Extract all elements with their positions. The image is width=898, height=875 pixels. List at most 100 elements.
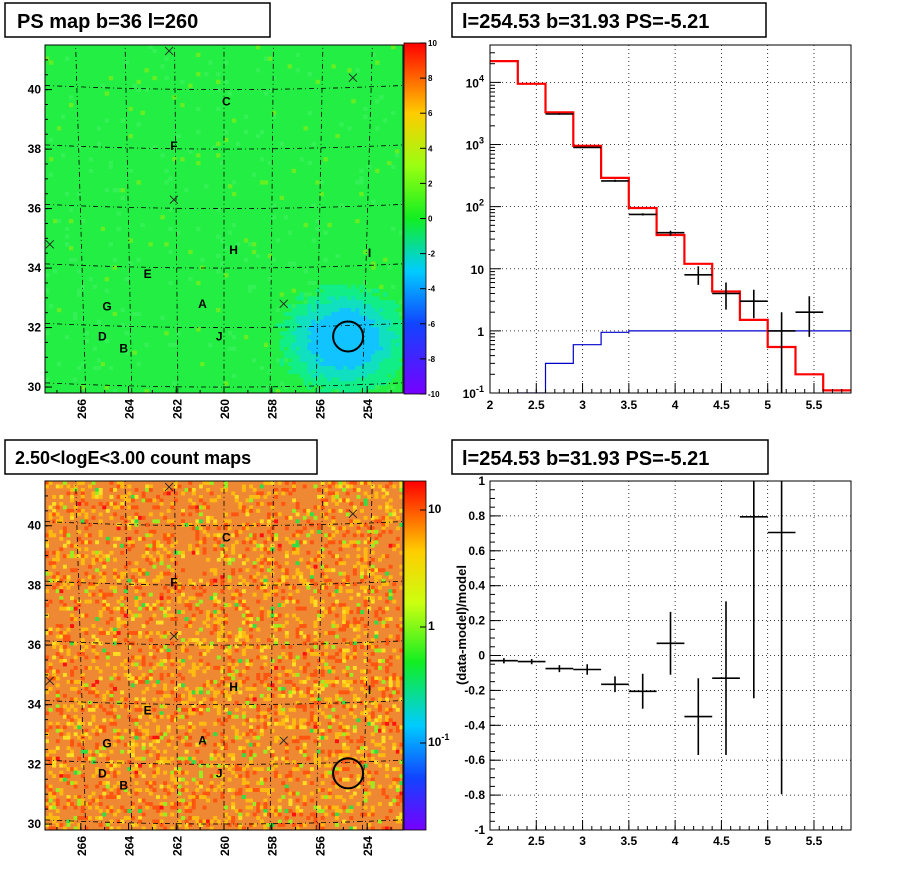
map-pixel xyxy=(270,788,275,793)
map-pixel xyxy=(48,805,53,810)
map-pixel xyxy=(213,547,218,552)
map-pixel xyxy=(59,634,64,639)
map-pixel xyxy=(277,658,282,663)
map-pixel xyxy=(66,575,71,580)
map-pixel xyxy=(181,777,186,782)
map-pixel xyxy=(375,304,380,309)
map-pixel xyxy=(95,784,100,789)
map-pixel xyxy=(374,742,379,747)
map-pixel xyxy=(52,669,57,674)
map-pixel xyxy=(191,585,196,590)
map-pixel xyxy=(152,746,157,751)
map-pixel xyxy=(227,184,233,189)
map-pixel xyxy=(238,505,243,510)
map-pixel xyxy=(385,624,390,628)
map-pixel xyxy=(377,728,382,733)
map-pixel xyxy=(59,823,64,827)
map-pixel xyxy=(138,770,143,775)
map-pixel xyxy=(70,508,75,513)
source-label-b: B xyxy=(119,778,128,792)
map-pixel xyxy=(224,603,228,608)
map-pixel xyxy=(317,652,322,656)
map-pixel xyxy=(379,365,384,371)
map-pixel xyxy=(331,498,336,503)
map-pixel xyxy=(370,596,375,601)
map-pixel xyxy=(224,246,229,251)
map-pixel xyxy=(259,561,264,566)
map-pixel xyxy=(98,578,103,583)
map-pixel xyxy=(191,707,196,712)
map-pixel xyxy=(134,721,139,726)
map-pixel xyxy=(352,543,357,548)
map-pixel xyxy=(291,323,296,328)
map-pixel xyxy=(102,725,107,730)
map-pixel xyxy=(291,304,296,309)
map-pixel xyxy=(274,676,279,681)
map-pixel xyxy=(52,533,57,538)
map-pixel xyxy=(52,791,57,796)
map-pixel xyxy=(307,319,312,324)
map-pixel xyxy=(363,683,368,688)
map-pixel xyxy=(59,788,64,793)
map-pixel xyxy=(256,725,261,730)
map-pixel xyxy=(80,746,85,751)
map-pixel xyxy=(159,543,164,548)
map-pixel xyxy=(163,536,168,541)
map-pixel xyxy=(367,377,372,382)
map-pixel xyxy=(388,707,393,712)
map-pixel xyxy=(84,665,89,670)
map-pixel xyxy=(335,381,340,386)
map-pixel xyxy=(315,226,320,231)
map-pixel xyxy=(338,697,343,702)
cross-marker xyxy=(45,676,55,686)
map-pixel xyxy=(307,300,312,305)
map-pixel xyxy=(234,645,239,649)
map-pixel xyxy=(213,498,218,503)
map-pixel xyxy=(138,655,143,660)
map-pixel xyxy=(130,641,135,646)
map-pixel xyxy=(216,269,221,274)
map-pixel xyxy=(138,816,143,820)
map-pixel xyxy=(319,327,324,332)
map-pixel xyxy=(196,130,201,135)
map-pixel xyxy=(370,784,375,789)
map-pixel xyxy=(116,795,121,799)
map-pixel xyxy=(320,658,325,663)
map-pixel xyxy=(277,624,282,628)
map-pixel xyxy=(383,365,388,371)
map-pixel xyxy=(345,690,350,695)
map-pixel xyxy=(395,683,400,688)
map-pixel xyxy=(145,487,150,492)
map-pixel xyxy=(320,652,325,656)
map-pixel xyxy=(331,781,336,786)
map-pixel xyxy=(256,557,261,562)
map-pixel xyxy=(379,323,384,328)
map-pixel xyxy=(120,690,125,695)
map-pixel xyxy=(338,658,343,663)
map-pixel xyxy=(327,288,332,293)
map-pixel xyxy=(355,311,360,317)
map-pixel xyxy=(277,655,282,660)
map-pixel xyxy=(68,246,74,251)
map-pixel xyxy=(66,781,71,786)
map-pixel xyxy=(367,690,372,695)
map-pixel xyxy=(309,693,314,698)
map-pixel xyxy=(160,153,165,158)
map-pixel xyxy=(320,512,325,517)
map-pixel xyxy=(317,505,322,510)
map-pixel xyxy=(202,683,207,688)
map-pixel xyxy=(355,304,360,309)
map-pixel xyxy=(109,795,114,799)
map-pixel xyxy=(95,557,100,562)
map-pixel xyxy=(136,311,141,317)
map-pixel xyxy=(123,564,128,569)
map-pixel xyxy=(313,638,318,642)
map-pixel xyxy=(339,288,344,293)
map-pixel xyxy=(70,742,75,747)
map-pixel xyxy=(68,103,74,108)
map-pixel xyxy=(202,638,207,642)
map-pixel xyxy=(359,373,364,378)
map-pixel xyxy=(395,638,400,642)
map-pixel xyxy=(130,805,135,810)
map-pixel xyxy=(356,634,361,639)
